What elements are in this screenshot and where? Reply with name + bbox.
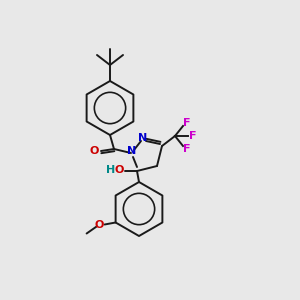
Text: H: H — [106, 165, 116, 175]
Text: O: O — [95, 220, 104, 230]
Text: F: F — [189, 131, 197, 141]
Text: F: F — [183, 144, 191, 154]
Text: F: F — [183, 118, 191, 128]
Text: O: O — [89, 146, 99, 156]
Text: N: N — [138, 133, 148, 143]
Text: N: N — [128, 146, 136, 156]
Text: O: O — [114, 165, 124, 175]
